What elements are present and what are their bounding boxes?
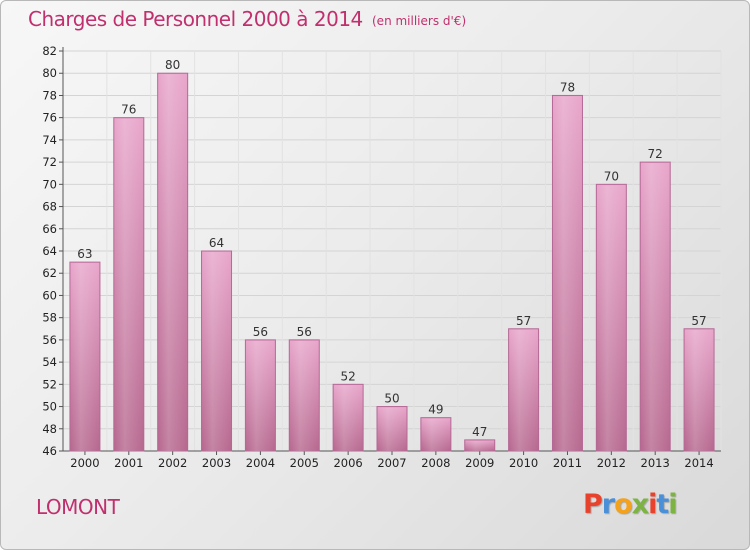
data-label: 72: [648, 147, 663, 161]
data-label: 47: [472, 425, 487, 439]
data-label: 63: [77, 247, 92, 261]
data-label: 56: [253, 325, 268, 339]
y-tick-label: 68: [42, 200, 57, 214]
y-tick-label: 52: [42, 377, 57, 391]
bar-highlight: [378, 407, 406, 451]
logo-letter: t: [656, 489, 669, 520]
bar-highlight: [70, 263, 99, 451]
logo-letter: o: [614, 489, 633, 520]
x-tick-label: 2005: [290, 456, 319, 470]
x-tick-label: 2004: [246, 456, 275, 470]
labels: 46 48 50 52 54 56 58 60 62 64 66 68 70 72 74 76 78 80 82 63…: [42, 44, 713, 470]
data-label: 57: [691, 314, 706, 328]
data-label: 78: [560, 80, 575, 94]
bar-highlight: [158, 74, 187, 451]
x-tick-label: 2003: [202, 456, 231, 470]
y-tick-label: 82: [42, 44, 57, 58]
y-tick-label: 46: [42, 444, 57, 458]
data-label: 64: [209, 236, 224, 250]
y-tick-label: 50: [42, 400, 57, 414]
y-tick-label: 62: [42, 266, 57, 280]
y-tick-label: 72: [42, 155, 57, 169]
x-tick-label: 2012: [597, 456, 626, 470]
bar-highlight: [246, 340, 275, 451]
y-tick-label: 64: [42, 244, 57, 258]
bar-highlight: [509, 329, 538, 451]
bar-highlight: [553, 96, 582, 451]
bar-highlight: [290, 340, 319, 451]
data-label: 49: [428, 403, 443, 417]
logo-letter: x: [631, 489, 649, 520]
y-tick-label: 48: [42, 422, 57, 436]
x-tick-label: 2008: [421, 456, 450, 470]
logo-letter: i: [648, 489, 657, 520]
data-label: 57: [516, 314, 531, 328]
chart-subtitle: (en milliers d'€): [372, 14, 467, 28]
x-tick-label: 2000: [70, 456, 99, 470]
y-tick-label: 56: [42, 333, 57, 347]
x-tick-label: 2014: [684, 456, 713, 470]
bar-highlight: [202, 252, 231, 451]
data-label: 80: [165, 58, 180, 72]
data-label: 76: [121, 103, 136, 117]
y-tick-label: 58: [42, 311, 57, 325]
bar-highlight: [597, 185, 626, 452]
x-tick-label: 2001: [114, 456, 143, 470]
y-tick-label: 70: [42, 177, 57, 191]
x-tick-label: 2009: [465, 456, 494, 470]
bar-highlight: [465, 440, 494, 451]
x-tick-label: 2007: [377, 456, 406, 470]
bars: [69, 72, 715, 452]
bar-highlight: [685, 329, 714, 451]
logo-letter: r: [601, 489, 615, 520]
y-tick-label: 80: [42, 66, 57, 80]
logo-letter: P: [583, 489, 603, 520]
data-label: 70: [604, 169, 619, 183]
x-tick-label: 2011: [553, 456, 582, 470]
data-label: 56: [297, 325, 312, 339]
data-label: 52: [340, 369, 355, 383]
data-label: 50: [384, 392, 399, 406]
x-tick-label: 2006: [333, 456, 362, 470]
bar-highlight: [421, 418, 450, 451]
chart-title: Charges de Personnel 2000 à 2014: [28, 7, 363, 31]
y-tick-label: 76: [42, 111, 57, 125]
proxiti-logo: Proxiti: [583, 489, 678, 520]
y-tick-label: 54: [42, 355, 57, 369]
x-tick-label: 2013: [641, 456, 670, 470]
bar-highlight: [334, 385, 363, 451]
bar-highlight: [114, 118, 143, 452]
x-tick-label: 2002: [158, 456, 187, 470]
place-name: LOMONT: [36, 495, 120, 519]
y-tick-label: 60: [42, 288, 57, 302]
y-tick-label: 66: [42, 222, 57, 236]
x-tick-label: 2010: [509, 456, 538, 470]
y-tick-label: 78: [42, 88, 57, 102]
y-tick-label: 74: [42, 133, 57, 147]
logo-letter: i: [668, 489, 677, 520]
bar-highlight: [641, 163, 670, 451]
